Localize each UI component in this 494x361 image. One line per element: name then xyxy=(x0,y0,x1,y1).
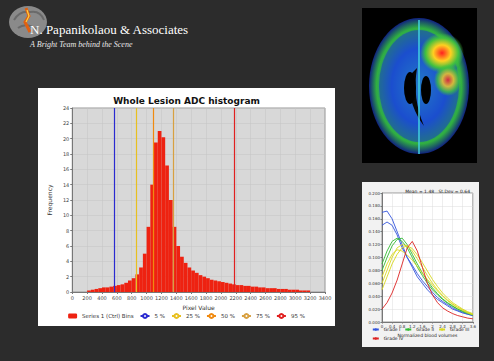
svg-text:Series 1 (Ctrl) Bins: Series 1 (Ctrl) Bins xyxy=(82,313,134,319)
svg-text:400: 400 xyxy=(97,295,107,301)
svg-text:0.160: 0.160 xyxy=(369,216,381,221)
svg-text:22: 22 xyxy=(63,120,69,126)
svg-text:1400: 1400 xyxy=(170,295,183,301)
svg-text:0: 0 xyxy=(71,295,74,301)
svg-text:Grade III: Grade III xyxy=(450,327,469,332)
svg-text:75 %: 75 % xyxy=(256,313,270,319)
svg-text:Grade IV: Grade IV xyxy=(384,336,404,341)
svg-text:1200: 1200 xyxy=(155,295,168,301)
svg-text:20: 20 xyxy=(63,136,69,142)
svg-text:3.6: 3.6 xyxy=(470,324,477,329)
svg-text:Normalized blood volumes: Normalized blood volumes xyxy=(397,333,458,338)
svg-text:95 %: 95 % xyxy=(291,313,305,319)
svg-text:2.4: 2.4 xyxy=(439,324,446,329)
svg-text:10: 10 xyxy=(63,212,69,218)
svg-text:0.080: 0.080 xyxy=(369,268,381,273)
svg-text:2400: 2400 xyxy=(244,295,257,301)
svg-text:6: 6 xyxy=(66,243,69,249)
html-text:N. Papanikolaou & Associates: N. Papanikolaou & Associates xyxy=(30,22,189,37)
svg-text:1.2: 1.2 xyxy=(409,324,416,329)
svg-text:16: 16 xyxy=(63,166,69,172)
svg-text:24: 24 xyxy=(63,105,69,111)
html-text:A Bright Team behind the Scene: A Bright Team behind the Scene xyxy=(30,40,133,49)
svg-text:12: 12 xyxy=(63,197,69,203)
svg-text:1800: 1800 xyxy=(200,295,213,301)
svg-text:3000: 3000 xyxy=(289,295,302,301)
svg-text:2.8: 2.8 xyxy=(449,323,456,329)
svg-text:Frequency: Frequency xyxy=(46,184,54,215)
svg-text:3.2: 3.2 xyxy=(459,323,466,329)
svg-text:0.200: 0.200 xyxy=(369,191,381,196)
svg-text:Whole Lesion ADC histogram: Whole Lesion ADC histogram xyxy=(113,96,260,106)
svg-text:3400: 3400 xyxy=(319,295,332,301)
svg-text:0: 0 xyxy=(380,323,384,329)
svg-text:50 %: 50 % xyxy=(221,313,235,319)
svg-text:0.040: 0.040 xyxy=(369,294,381,299)
svg-text:1600: 1600 xyxy=(185,295,198,301)
svg-text:1.6: 1.6 xyxy=(419,323,426,329)
svg-text:2800: 2800 xyxy=(274,295,287,301)
svg-text:Grade I: Grade I xyxy=(384,327,400,332)
svg-text:25 %: 25 % xyxy=(186,313,200,319)
svg-text:800: 800 xyxy=(127,295,137,301)
svg-text:0.4: 0.4 xyxy=(388,323,396,329)
svg-text:18: 18 xyxy=(63,151,69,157)
svg-text:0.020: 0.020 xyxy=(369,307,381,312)
svg-text:2000: 2000 xyxy=(215,295,228,301)
svg-text:3200: 3200 xyxy=(304,295,317,301)
svg-text:Mean = 1.48 St.Dev = 0.64: Mean = 1.48 St.Dev = 0.64 xyxy=(405,189,470,194)
svg-text:2: 2 xyxy=(66,274,69,280)
svg-text:0.120: 0.120 xyxy=(369,242,381,247)
svg-text:0.000: 0.000 xyxy=(369,320,381,325)
svg-text:0.8: 0.8 xyxy=(399,323,406,329)
svg-text:Grade II: Grade II xyxy=(416,327,434,332)
svg-text:14: 14 xyxy=(63,182,69,188)
svg-text:2: 2 xyxy=(431,323,434,329)
svg-text:0.180: 0.180 xyxy=(369,203,381,208)
svg-text:8: 8 xyxy=(66,228,69,234)
svg-text:5 %: 5 % xyxy=(155,313,165,319)
svg-text:200: 200 xyxy=(82,295,92,301)
svg-text:0.100: 0.100 xyxy=(369,255,381,260)
svg-text:0.140: 0.140 xyxy=(369,229,381,234)
svg-text:2600: 2600 xyxy=(259,295,272,301)
svg-text:4: 4 xyxy=(66,258,69,264)
svg-text:2200: 2200 xyxy=(229,295,242,301)
svg-text:1000: 1000 xyxy=(140,295,153,301)
svg-text:0.060: 0.060 xyxy=(369,281,381,286)
svg-text:Pixel Value: Pixel Value xyxy=(182,304,215,311)
svg-text:600: 600 xyxy=(112,295,122,301)
svg-text:0: 0 xyxy=(66,289,69,295)
